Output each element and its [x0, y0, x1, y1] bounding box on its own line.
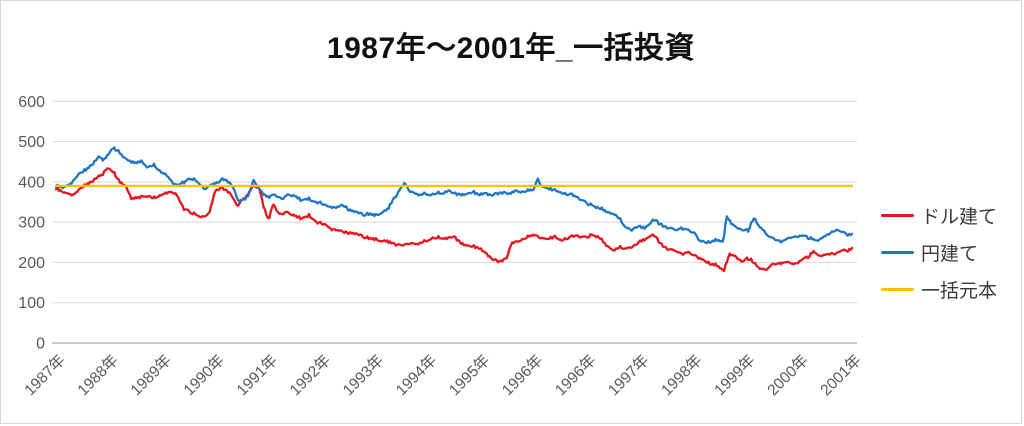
- series-line-dollar: [54, 167, 854, 273]
- x-axis-tick-label: 1999年: [711, 351, 759, 399]
- x-axis-tick-label: 1987年: [21, 351, 69, 399]
- legend-label-dollar: ドル建て: [921, 206, 998, 228]
- legend: ドル建て 円建て 一括元本: [881, 204, 998, 302]
- x-axis-tick-label: 1998年: [658, 351, 706, 399]
- legend-item-principal: 一括元本: [881, 278, 998, 302]
- y-axis-tick-label: 200: [18, 255, 45, 272]
- x-axis-tick-label: 1993年: [339, 351, 387, 399]
- legend-item-yen: 円建て: [881, 241, 997, 265]
- legend-label-principal: 一括元本: [921, 280, 998, 302]
- x-axis-tick-label: 1994年: [392, 351, 440, 399]
- y-axis-tick-label: 500: [18, 134, 45, 151]
- legend-label-yen: 円建て: [921, 243, 979, 265]
- x-axis-tick-label: 1995年: [445, 351, 493, 399]
- x-axis-tick-label: 1989年: [127, 351, 175, 399]
- x-axis-tick-label: 1996年: [551, 351, 599, 399]
- y-axis-tick-label: 600: [18, 94, 45, 111]
- x-axis-tick-label: 2000年: [764, 351, 812, 399]
- x-axis-tick-label: 1991年: [233, 351, 281, 399]
- series-line-yen: [54, 146, 854, 245]
- chart-title: 1987年〜2001年_一括投資: [326, 32, 696, 65]
- x-axis-tick-label: 1997年: [604, 351, 652, 399]
- x-axis-tick-label: 1996年: [498, 351, 546, 399]
- x-axis-tick-label: 2001年: [817, 351, 865, 399]
- x-axis-tick-label: 1990年: [180, 351, 228, 399]
- legend-item-dollar: ドル建て: [881, 204, 998, 228]
- legend-line-dollar-icon: [881, 213, 914, 217]
- y-axis-tick-label: 100: [18, 295, 45, 312]
- y-axis-tick-label: 400: [18, 174, 45, 191]
- x-axis-tick-label: 1988年: [74, 351, 122, 399]
- legend-line-yen-icon: [881, 250, 914, 254]
- legend-line-principal-icon: [881, 287, 914, 291]
- y-axis-tick-label: 0: [36, 336, 45, 353]
- x-axis-tick-label: 1992年: [286, 351, 334, 399]
- y-axis-tick-label: 300: [18, 215, 45, 232]
